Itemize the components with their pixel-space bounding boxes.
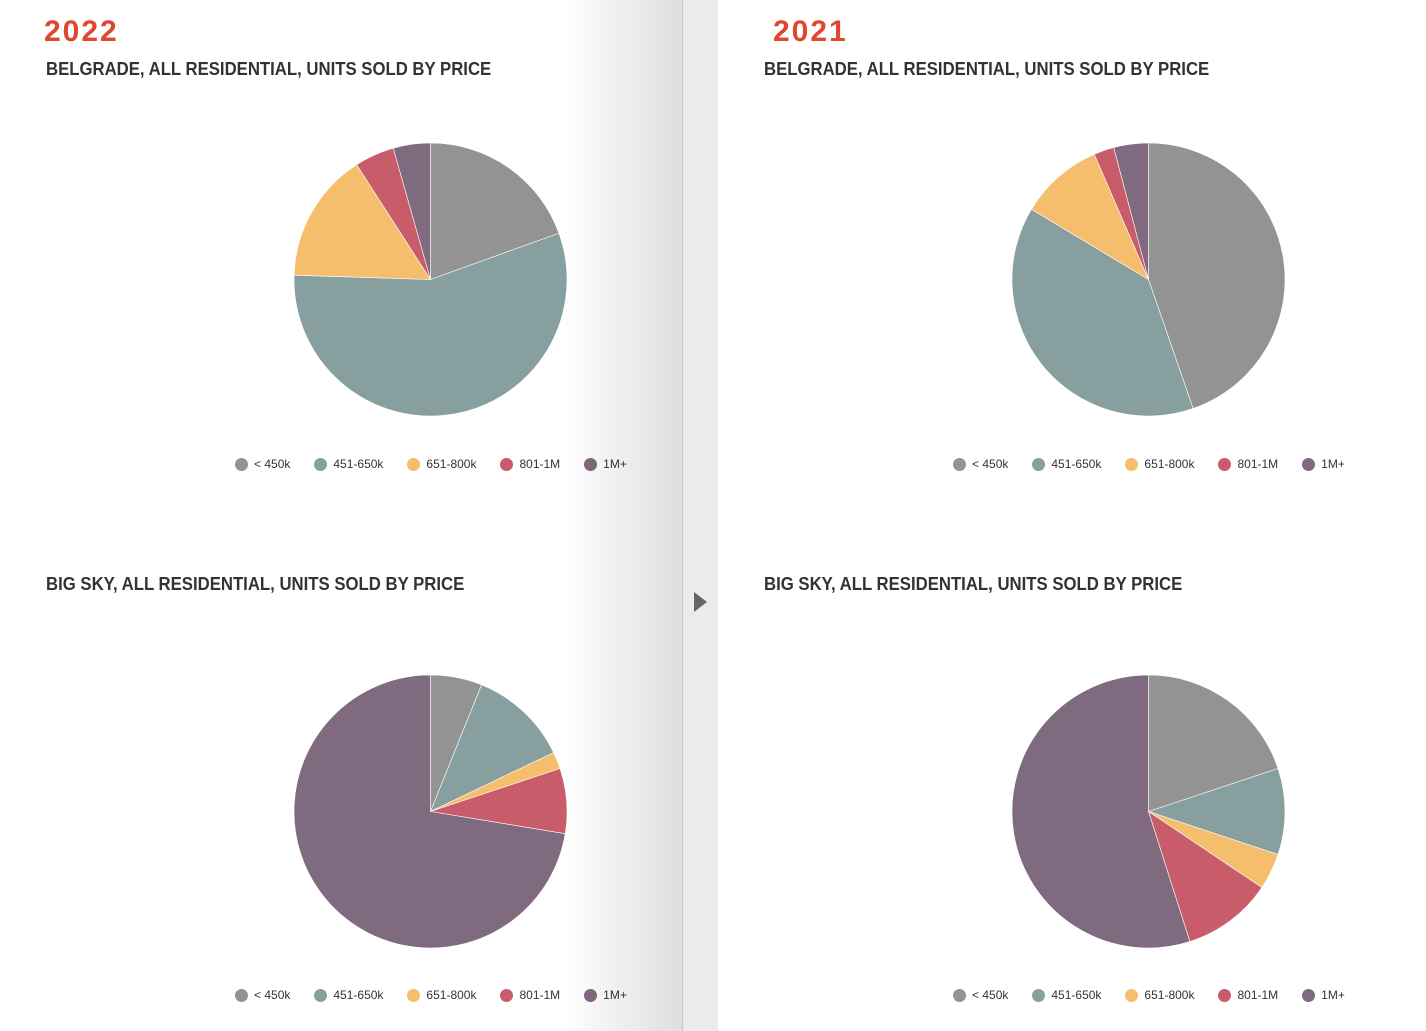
pie-chart-bigsky-2022 (293, 674, 568, 949)
legend-swatch (1218, 457, 1232, 471)
legend-item-1m: 1M+ (1302, 988, 1345, 1002)
legend-label: 451-650k (1051, 988, 1102, 1002)
legend-label: 451-650k (333, 457, 384, 471)
legend-label: 651-800k (426, 457, 477, 471)
legend-belgrade-2021: < 450k 451-650k 651-800k 801-1M 1M+ (953, 457, 1345, 471)
pie-slice-451-650k (1147, 768, 1286, 855)
legend-label: 1M+ (1321, 457, 1345, 471)
legend-swatch (407, 988, 421, 1002)
legend-item-450k: < 450k (953, 988, 1008, 1002)
legend-label: < 450k (972, 988, 1009, 1002)
legend-item-450k: < 450k (953, 457, 1008, 471)
legend-label: < 450k (254, 457, 291, 471)
legend-label: 801-1M (1237, 988, 1279, 1002)
legend-swatch (314, 457, 328, 471)
legend-item-450k: < 450k (235, 457, 290, 471)
left-page: 2022 BELGRADE, ALL RESIDENTIAL, UNITS SO… (0, 0, 682, 1031)
legend-label: < 450k (254, 988, 291, 1002)
legend-swatch (953, 457, 966, 471)
page-gutter (682, 0, 719, 1031)
pie-slice-1m (1011, 674, 1191, 949)
pie-slice-1m (392, 142, 431, 280)
legend-item-801-1m: 801-1M (500, 988, 560, 1002)
year-heading-2021: 2021 (773, 15, 848, 48)
legend-item-651-800k: 651-800k (407, 457, 476, 471)
right-page: 2021 BELGRADE, ALL RESIDENTIAL, UNITS SO… (718, 0, 1426, 1031)
legend-item-451-650k: 451-650k (314, 457, 383, 471)
pie-slice-651-800k (293, 164, 432, 280)
legend-swatch (500, 988, 514, 1002)
legend-item-651-800k: 651-800k (407, 988, 476, 1002)
legend-label: 651-800k (426, 988, 477, 1002)
legend-label: 801-1M (519, 457, 561, 471)
legend-swatch (584, 988, 598, 1002)
page-fold-shadow (562, 0, 682, 1031)
chart-title-belgrade-2021: BELGRADE, ALL RESIDENTIAL, UNITS SOLD BY… (764, 59, 1210, 79)
legend-item-451-650k: 451-650k (1032, 457, 1101, 471)
legend-label: 801-1M (1237, 457, 1279, 471)
pie-slice-1m (1113, 142, 1149, 280)
legend-label: 651-800k (1144, 457, 1195, 471)
legend-bigsky-2021: < 450k 451-650k 651-800k 801-1M 1M+ (953, 988, 1345, 1002)
pie-slice-651-800k (1031, 153, 1150, 281)
legend-item-451-650k: 451-650k (1032, 988, 1101, 1002)
legend-swatch (407, 457, 421, 471)
year-heading-2022: 2022 (44, 15, 119, 48)
legend-item-801-1m: 801-1M (1218, 457, 1278, 471)
legend-swatch (1125, 457, 1139, 471)
chart-title-bigsky-2022: BIG SKY, ALL RESIDENTIAL, UNITS SOLD BY … (46, 574, 465, 594)
pie-chart-bigsky-2021 (1011, 674, 1286, 949)
chart-title-belgrade-2022: BELGRADE, ALL RESIDENTIAL, UNITS SOLD BY… (46, 59, 492, 79)
legend-item-801-1m: 801-1M (500, 457, 560, 471)
pie-slice-450k (430, 142, 560, 280)
legend-swatch (314, 988, 328, 1002)
legend-swatch (235, 988, 248, 1002)
legend-item-450k: < 450k (235, 988, 290, 1002)
legend-swatch (1032, 457, 1046, 471)
legend-item-1m: 1M+ (584, 457, 627, 471)
pie-slice-451-650k (429, 684, 555, 813)
legend-item-801-1m: 801-1M (1218, 988, 1278, 1002)
legend-label: 1M+ (603, 457, 627, 471)
legend-belgrade-2022: < 450k 451-650k 651-800k 801-1M 1M+ (235, 457, 627, 471)
legend-swatch (953, 988, 966, 1002)
legend-swatch (1218, 988, 1232, 1002)
legend-label: 451-650k (1051, 457, 1102, 471)
pie-slice-1m (293, 674, 566, 949)
pie-slice-451-650k (1011, 208, 1194, 417)
pie-slice-451-650k (293, 232, 568, 417)
legend-label: 1M+ (603, 988, 627, 1002)
pie-slice-801-1m (1147, 810, 1263, 942)
chevron-right-icon[interactable] (694, 592, 707, 612)
legend-swatch (500, 457, 514, 471)
legend-item-1m: 1M+ (1302, 457, 1345, 471)
legend-swatch (1302, 988, 1316, 1002)
legend-swatch (235, 457, 248, 471)
legend-item-651-800k: 651-800k (1125, 988, 1194, 1002)
legend-item-651-800k: 651-800k (1125, 457, 1194, 471)
legend-item-451-650k: 451-650k (314, 988, 383, 1002)
legend-swatch (1125, 988, 1139, 1002)
pie-slice-450k (1148, 674, 1279, 812)
pie-chart-belgrade-2021 (1011, 142, 1286, 417)
legend-label: 1M+ (1321, 988, 1345, 1002)
legend-item-1m: 1M+ (584, 988, 627, 1002)
legend-label: < 450k (972, 457, 1009, 471)
pie-slice-450k (1148, 142, 1286, 409)
legend-bigsky-2022: < 450k 451-650k 651-800k 801-1M 1M+ (235, 988, 627, 1002)
pie-chart-belgrade-2022 (293, 142, 568, 417)
legend-label: 801-1M (519, 988, 561, 1002)
chart-title-bigsky-2021: BIG SKY, ALL RESIDENTIAL, UNITS SOLD BY … (764, 574, 1183, 594)
legend-swatch (1032, 988, 1046, 1002)
legend-label: 651-800k (1144, 988, 1195, 1002)
legend-label: 451-650k (333, 988, 384, 1002)
legend-swatch (1302, 457, 1316, 471)
legend-swatch (584, 457, 598, 471)
